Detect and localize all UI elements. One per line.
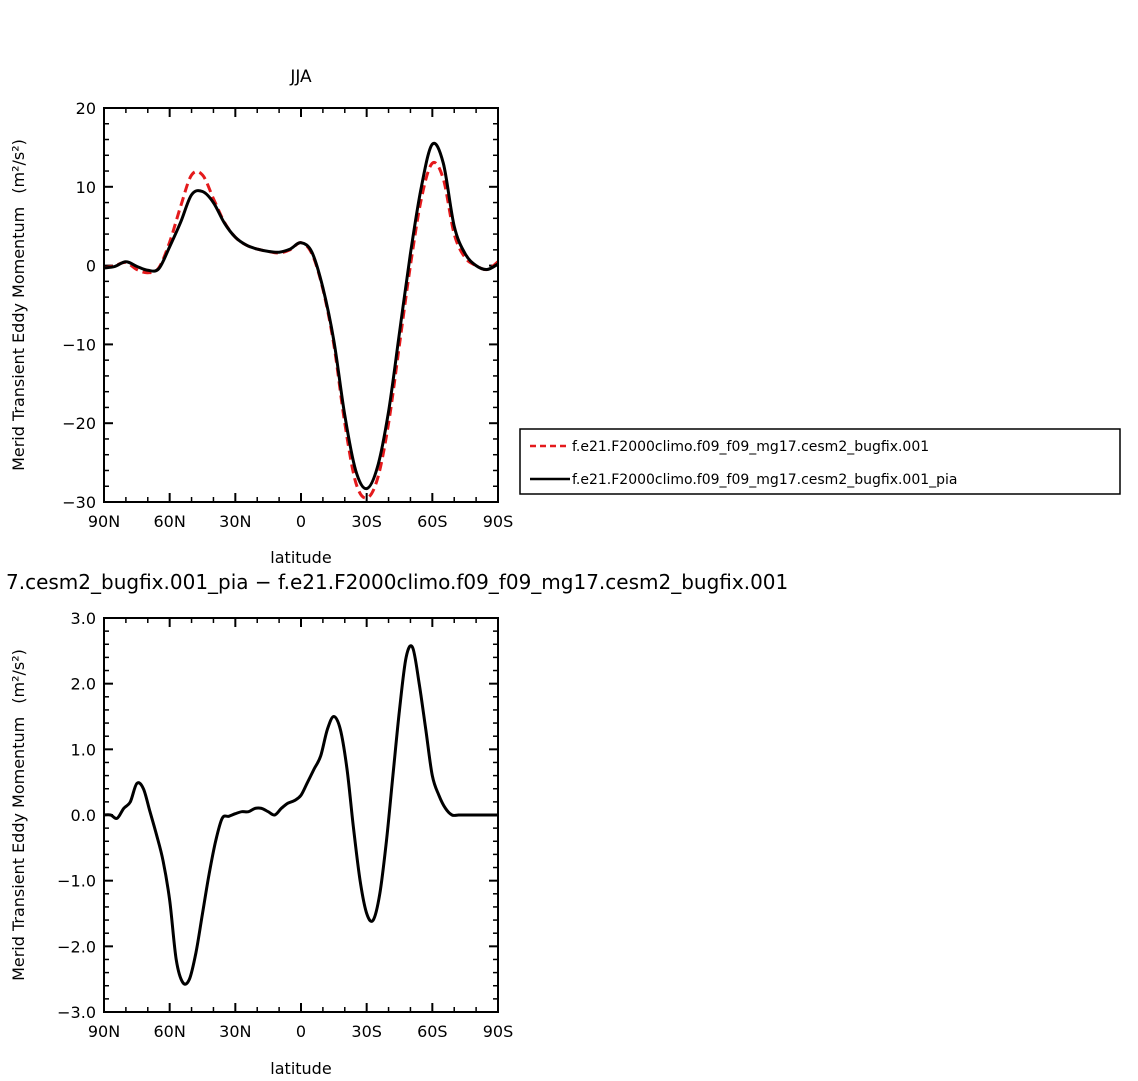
svg-text:Merid Transient Eddy Momentum: Merid Transient Eddy Momentum (m²/s²) bbox=[9, 649, 28, 981]
panel-top-x-tick-label: 90S bbox=[483, 512, 514, 531]
panel-bottom-y-tick-label: −1.0 bbox=[57, 872, 96, 891]
panel-top-y-tick-label: −30 bbox=[62, 493, 96, 512]
panel-top-y-axis-label: Merid Transient Eddy Momentum (m²/s²) bbox=[9, 139, 28, 471]
panel-top-series-line-2 bbox=[103, 141, 499, 491]
panel-top-xlabel: latitude bbox=[270, 548, 331, 567]
legend-label-series-1: f.e21.F2000climo.f09_f09_mg17.cesm2_bugf… bbox=[572, 439, 929, 455]
panel-bottom-y-tick-label: 1.0 bbox=[71, 740, 96, 759]
panel-bottom-y-tick-label: 0.0 bbox=[71, 806, 96, 825]
panel-top-x-tick-label: 30S bbox=[351, 512, 382, 531]
panel-bottom-x-tick-label: 60N bbox=[154, 1022, 186, 1041]
panel-top-y-tick-label: −10 bbox=[62, 335, 96, 354]
panel-bottom-title: 7.cesm2_bugfix.001_pia − f.e21.F2000clim… bbox=[6, 570, 788, 594]
panel-top-y-tick-label: 10 bbox=[76, 178, 96, 197]
panel-bottom-series-line-1 bbox=[103, 644, 498, 986]
panel-bottom-yunits: (m²/s²) bbox=[9, 649, 28, 704]
svg-text:Merid Transient Eddy Momentum: Merid Transient Eddy Momentum (m²/s²) bbox=[9, 139, 28, 471]
panel-bottom-x-tick-label: 90N bbox=[88, 1022, 120, 1041]
panel-top-title: JJA bbox=[289, 67, 312, 87]
panel-top-plot-frame bbox=[103, 107, 499, 503]
panel-bottom-xlabel: latitude bbox=[270, 1059, 331, 1078]
panel-top-y-tick-label: −20 bbox=[62, 414, 96, 433]
panel-bottom-y-tick-label: 2.0 bbox=[71, 675, 96, 694]
panel-bottom-x-tick-label: 30S bbox=[351, 1022, 382, 1041]
panel-top: JJA Merid Transient Eddy Momentum (m²/s²… bbox=[9, 67, 513, 567]
legend: f.e21.F2000climo.f09_f09_mg17.cesm2_bugf… bbox=[519, 428, 1121, 495]
panel-bottom-x-tick-label: 60S bbox=[417, 1022, 448, 1041]
legend-label-series-2: f.e21.F2000climo.f09_f09_mg17.cesm2_bugf… bbox=[572, 472, 958, 488]
panel-bottom-plot-frame bbox=[103, 617, 499, 1013]
panel-bottom-x-tick-label: 30N bbox=[219, 1022, 251, 1041]
panel-top-series-line-1 bbox=[103, 160, 499, 500]
panel-top-x-tick-label: 60S bbox=[417, 512, 448, 531]
panel-top-y-tick-label: 20 bbox=[76, 99, 96, 118]
panel-bottom: 7.cesm2_bugfix.001_pia − f.e21.F2000clim… bbox=[6, 570, 788, 1078]
legend-frame bbox=[519, 428, 1121, 495]
panel-top-yunits: (m²/s²) bbox=[9, 139, 28, 194]
panel-top-x-tick-label: 60N bbox=[154, 512, 186, 531]
panel-bottom-x-tick-label: 0 bbox=[296, 1022, 306, 1041]
panel-bottom-y-axis-label: Merid Transient Eddy Momentum (m²/s²) bbox=[9, 649, 28, 981]
panel-top-x-tick-label: 30N bbox=[219, 512, 251, 531]
panel-top-ylabel: Merid Transient Eddy Momentum bbox=[9, 207, 28, 471]
panel-top-y-tick-label: 0 bbox=[86, 257, 96, 276]
panel-top-x-tick-label: 90N bbox=[88, 512, 120, 531]
panel-bottom-x-tick-label: 90S bbox=[483, 1022, 514, 1041]
panel-top-x-tick-label: 0 bbox=[296, 512, 306, 531]
panel-bottom-y-tick-label: −2.0 bbox=[57, 937, 96, 956]
panel-bottom-y-tick-label: 3.0 bbox=[71, 609, 96, 628]
panel-bottom-y-tick-label: −3.0 bbox=[57, 1003, 96, 1022]
panel-bottom-ylabel: Merid Transient Eddy Momentum bbox=[9, 717, 28, 981]
